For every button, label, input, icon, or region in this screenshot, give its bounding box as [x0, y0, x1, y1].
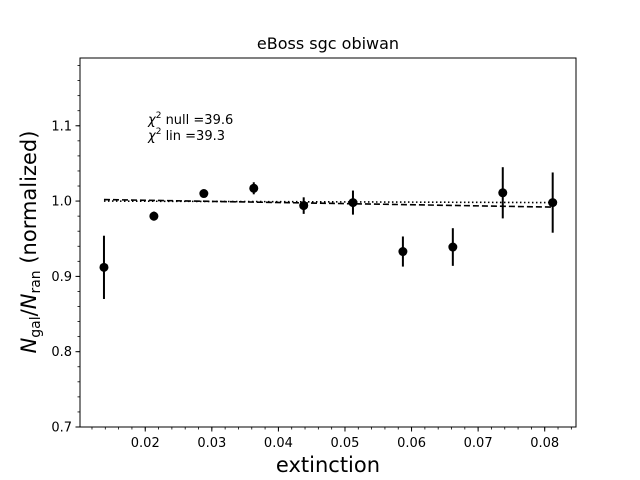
- chi-superscript: 2: [156, 127, 162, 137]
- y-tick-label: 0.7: [51, 421, 72, 436]
- data-points: [99, 167, 558, 299]
- data-point: [548, 198, 558, 208]
- chi-superscript: 2: [156, 111, 162, 121]
- y-label-n2: N: [17, 293, 41, 309]
- data-point: [498, 188, 508, 198]
- chi2-annotation: χ2 lin =39.3: [147, 127, 225, 144]
- stats-annotations: χ2 null =39.6χ2 lin =39.3: [147, 111, 233, 144]
- x-tick-label: 0.05: [331, 436, 360, 451]
- x-axis-label: extinction: [276, 453, 380, 477]
- fit-lines: [103, 198, 553, 208]
- y-tick-label: 1.1: [51, 119, 72, 134]
- data-point: [99, 262, 109, 272]
- y-axis-label: Ngal/Nran (normalized): [17, 131, 44, 354]
- x-tick-label: 0.02: [131, 436, 160, 451]
- x-axis: 0.02 0.03 0.04 0.05 0.06 0.07 0.08: [91, 427, 572, 451]
- x-tick-label: 0.08: [530, 436, 559, 451]
- y-label-suffix: (normalized): [17, 131, 41, 271]
- chi-symbol: χ: [147, 129, 157, 144]
- plot-frame: [79, 57, 577, 428]
- data-point: [149, 211, 159, 221]
- y-label-slash: /: [17, 308, 41, 316]
- linear-fit-line: [103, 198, 553, 208]
- x-tick-label: 0.03: [197, 436, 226, 451]
- data-point: [199, 189, 209, 199]
- null-model-line: [103, 200, 553, 204]
- y-axis: 0.7 0.8 0.9 1.0 1.1: [51, 65, 80, 436]
- x-tick-label: 0.06: [397, 436, 426, 451]
- data-point: [249, 183, 259, 193]
- data-point: [299, 201, 309, 211]
- y-tick-label: 0.9: [51, 270, 72, 285]
- data-point: [448, 242, 458, 252]
- chart-title: eBoss sgc obiwan: [257, 34, 399, 53]
- chi-text: null =39.6: [161, 113, 233, 128]
- chi2-annotation: χ2 null =39.6: [147, 111, 233, 128]
- chi-text: lin =39.3: [161, 129, 225, 144]
- x-tick-label: 0.04: [264, 436, 293, 451]
- y-tick-label: 1.0: [51, 195, 72, 210]
- chi-symbol: χ: [147, 113, 157, 128]
- y-label-sub2: ran: [28, 270, 44, 293]
- data-point: [398, 247, 408, 257]
- x-tick-label: 0.07: [464, 436, 493, 451]
- y-tick-label: 0.8: [51, 345, 72, 360]
- y-label-n1: N: [17, 337, 41, 353]
- data-point: [348, 198, 358, 208]
- y-label-sub1: gal: [28, 316, 44, 337]
